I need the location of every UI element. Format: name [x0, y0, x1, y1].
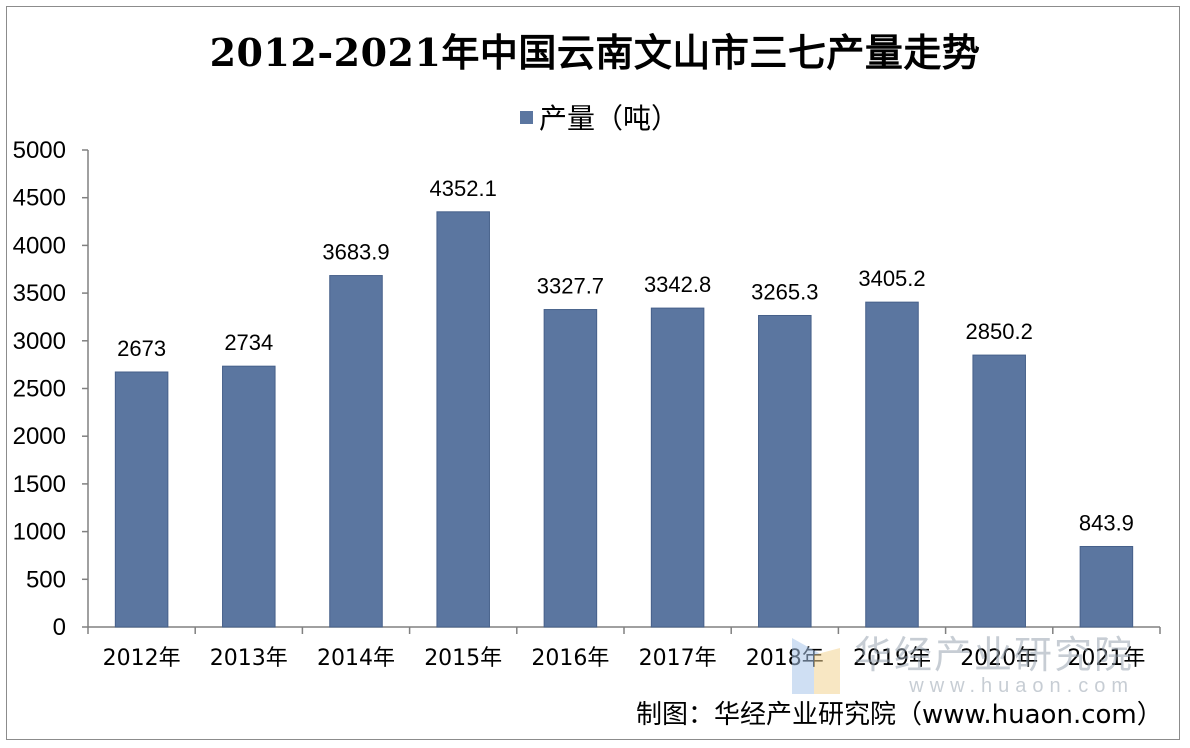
x-tick-label: 2020年: [960, 646, 1038, 671]
x-tick-label: 2021年: [1067, 646, 1145, 671]
watermark-url: www.huaon.com: [909, 675, 1135, 697]
y-tick-label: 1500: [13, 471, 66, 498]
bar: [650, 307, 705, 628]
x-axis: 2012年 2013年 2014年 2015年 2016年 2017年 2018年 2019年…: [87, 626, 1161, 671]
watermark-name: 华经产业研究院: [854, 633, 1135, 677]
data-labels: 2673 2734 3683.9 4352.1 3327.7 3342.8 3265.3 34…: [117, 176, 1134, 536]
bar: [1079, 545, 1134, 628]
y-tick-label: 1000: [13, 519, 66, 546]
data-label: 3342.8: [644, 272, 711, 297]
y-tick-label: 3000: [13, 328, 66, 355]
data-label: 3683.9: [322, 240, 389, 265]
source-note: 制图：华经产业研究院（www.huaon.com）: [636, 700, 1163, 730]
y-tick-label: 4000: [13, 232, 66, 259]
y-tick-label: 5000: [13, 137, 66, 164]
x-tick-label: 2012年: [103, 646, 181, 671]
legend-label: 产量（吨）: [539, 102, 680, 135]
data-label: 4352.1: [430, 176, 497, 201]
data-label: 3327.7: [537, 274, 604, 299]
x-tick-label: 2016年: [531, 646, 609, 671]
data-label: 2734: [224, 330, 273, 355]
data-label: 3405.2: [858, 266, 925, 291]
watermark-logo-icon: [792, 638, 840, 694]
x-tick-label: 2019年: [853, 646, 931, 671]
data-label: 2673: [117, 336, 166, 361]
bar: [543, 309, 598, 628]
bar: [329, 275, 383, 628]
legend-swatch: [520, 110, 533, 124]
y-tick-label: 2000: [13, 423, 66, 450]
bar: [222, 365, 276, 628]
data-label: 3265.3: [751, 279, 818, 304]
bar: [436, 211, 490, 628]
bar: [114, 371, 169, 628]
y-tick-label: 2500: [13, 376, 66, 403]
x-tick-label: 2015年: [424, 646, 502, 671]
x-tick-label: 2017年: [639, 646, 717, 671]
y-tick-label: 500: [26, 566, 66, 593]
bar: [865, 301, 919, 628]
y-tick-label: 4500: [13, 185, 66, 212]
x-tick-label: 2013年: [210, 646, 288, 671]
y-axis: 0 500 1000 1500 2000 2500 3000 3500 4000 4500 5000: [13, 137, 89, 641]
bars: [114, 211, 1134, 628]
y-tick-label: 0: [53, 614, 66, 641]
y-tick-label: 3500: [13, 280, 66, 307]
x-tick-label: 2014年: [317, 646, 395, 671]
data-label: 843.9: [1079, 510, 1134, 535]
bar: [972, 354, 1026, 628]
legend: 产量（吨）: [520, 100, 680, 135]
watermark: 华经产业研究院 www.huaon.com: [792, 633, 1172, 697]
bar: [758, 314, 812, 628]
chart-title: 2012-2021年中国云南文山市三七产量走势: [209, 30, 981, 75]
data-label: 2850.2: [966, 319, 1033, 344]
